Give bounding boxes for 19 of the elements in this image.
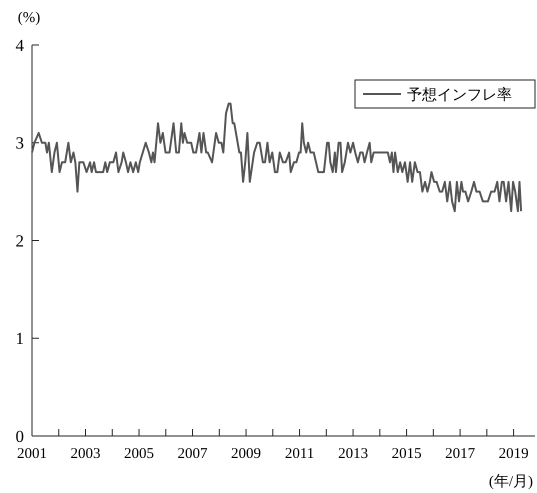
y-tick-label: 4: [16, 36, 24, 55]
x-tick-label: 2007: [178, 446, 208, 462]
line-series: [31, 102, 522, 212]
x-tick-label: 2001: [17, 446, 47, 462]
legend-label: 予想インフレ率: [407, 86, 512, 104]
y-tick-label: 0: [16, 426, 24, 446]
x-tick-label: 2017: [445, 446, 476, 462]
y-tick-label: 1: [16, 329, 24, 348]
x-tick-label: 2011: [284, 446, 314, 462]
x-axis-title: (年/月): [488, 473, 533, 490]
y-tick-label: 2: [16, 231, 24, 250]
x-tick-label: 2005: [124, 446, 154, 462]
x-tick-label: 2009: [231, 446, 262, 462]
x-tick-label: 2015: [392, 446, 422, 462]
y-tick-label: 3: [16, 134, 24, 153]
x-tick-label: 2019: [498, 446, 529, 462]
y-axis-title: (%): [18, 10, 40, 26]
x-tick-label: 2013: [338, 446, 368, 462]
x-tick-label: 2003: [70, 446, 101, 462]
